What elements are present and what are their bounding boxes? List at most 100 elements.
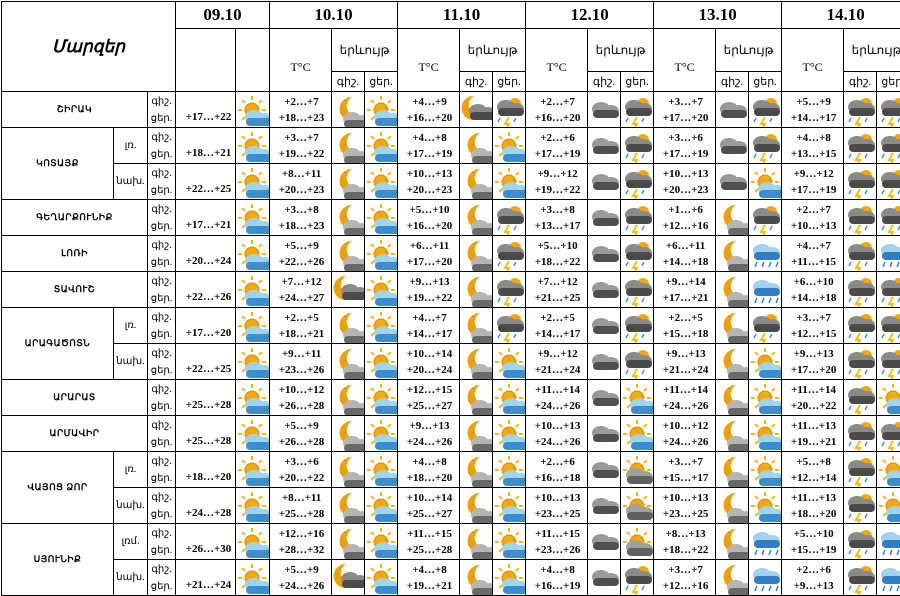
night-temp: +6…+11: [656, 238, 715, 254]
temp-cell: +5…+9+14…+17: [782, 92, 844, 128]
day-weather-cell: [365, 524, 398, 560]
moon-cloud-icon: [332, 201, 364, 235]
day-weather-cell: [877, 452, 900, 488]
night-temp: +6…+10: [784, 274, 843, 290]
sun-cloud-icon: [621, 525, 653, 559]
sun-cloud-icon: [493, 561, 525, 595]
day-weather-cell: [493, 200, 526, 236]
temp-cell: +5…+9+26…+28: [270, 416, 332, 452]
day-weather-cell: [877, 380, 900, 416]
date-header: 09.10: [176, 2, 270, 29]
subregion-label: լռմ.: [114, 524, 148, 560]
night-temp: +3…+7: [656, 454, 715, 470]
temp-cell: +21…+24: [176, 560, 236, 596]
region-name: ՇԻՐԱԿ: [2, 92, 148, 128]
sun-cloud-icon: [236, 129, 269, 163]
day-weather-cell: [493, 128, 526, 164]
temp-cell: +3…+7+19…+22: [270, 128, 332, 164]
day-weather-cell: [493, 236, 526, 272]
thunderstorm-icon: [493, 201, 525, 235]
day-temp: +17…+20: [400, 254, 459, 270]
day-weather-cell: [365, 416, 398, 452]
night-weather-cell: [844, 524, 877, 560]
table-row: նախ.գիշ.ցեր.+22…+25 +9…+11+23…+26 +10…+1…: [2, 344, 900, 380]
weather-icon-cell: [236, 308, 270, 344]
night-temp: +5…+9: [784, 94, 843, 110]
cloudy-icon: [588, 525, 620, 559]
day-temp: +16…+20: [400, 110, 459, 126]
night-header: գիշ.: [716, 72, 749, 92]
moon-cloud-icon: [460, 201, 492, 235]
temp-cell: +5…+8+12…+14: [782, 452, 844, 488]
temp-column-header: T°C: [398, 29, 460, 92]
day-weather-cell: [621, 308, 654, 344]
day-temp: +12…+15: [784, 326, 843, 342]
day-temp: +14…+18: [656, 254, 715, 270]
day-label: ցեր.: [148, 290, 175, 307]
night-weather-cell: [460, 488, 493, 524]
thunderstorm-icon: [877, 93, 900, 127]
moon-cloud-icon: [460, 489, 492, 523]
moon-cloud-icon: [716, 417, 748, 451]
table-row: նախ.գիշ.ցեր.+21…+24 +5…+9+24…+26 +4…+8+1…: [2, 560, 900, 596]
day-temp: +14…+17: [784, 110, 843, 126]
rain-icon: [749, 237, 781, 271]
temp-cell: +6…+11+14…+18: [654, 236, 716, 272]
thunderstorm-icon: [621, 273, 653, 307]
night-weather-cell: [460, 272, 493, 308]
night-weather-cell: [844, 560, 877, 596]
night-temp: +12…+16: [272, 526, 331, 542]
temp-cell: +9…+12+17…+19: [782, 164, 844, 200]
temp-cell: +3…+8+18…+23: [270, 200, 332, 236]
thunderstorm-icon: [493, 273, 525, 307]
thunderstorm-icon: [621, 237, 653, 271]
night-label: գիշ.: [148, 201, 175, 218]
temp-cell: +11…+15+23…+26: [526, 524, 588, 560]
day-temp: +24…+26: [528, 434, 587, 450]
night-weather-cell: [844, 164, 877, 200]
sun-cloud-icon: [236, 237, 269, 271]
night-temp: +9…+12: [784, 166, 843, 182]
day-label: ցեր.: [148, 146, 175, 163]
day-temp: +24…+26: [400, 434, 459, 450]
subregion-label: լռ.: [114, 128, 148, 164]
region-name: ՏԱՎՈՒՇ: [2, 272, 148, 308]
temp-cell: +4…+8+16…+19: [526, 560, 588, 596]
night-temp: +10…+13: [400, 166, 459, 182]
sun-cloud-icon: [877, 381, 900, 415]
day-weather-cell: [621, 200, 654, 236]
temp-cell: +8…+13+18…+22: [654, 524, 716, 560]
time-labels: գիշ.ցեր.: [148, 272, 176, 308]
day-temp: +13…+17: [528, 218, 587, 234]
night-weather-cell: [588, 308, 621, 344]
temp-cell: +3…+7+12…+16: [654, 560, 716, 596]
temp-cell: +11…+13+19…+21: [782, 416, 844, 452]
night-weather-cell: [844, 200, 877, 236]
night-weather-cell: [460, 344, 493, 380]
thunderstorm-icon: [844, 165, 876, 199]
night-temp: +5…+9: [272, 418, 331, 434]
night-temp: +2…+7: [528, 94, 587, 110]
day-header: ցեր.: [365, 72, 398, 92]
thunderstorm-icon: [621, 561, 653, 595]
regions-header: Մարզեր: [2, 2, 176, 92]
time-labels: գիշ.ցեր.: [148, 236, 176, 272]
temp-cell: +10…+13+24…+26: [526, 416, 588, 452]
moon-cloud-icon: [332, 561, 364, 595]
day-temp: +18…+23: [272, 218, 331, 234]
thunderstorm-icon: [877, 345, 900, 379]
thunderstorm-icon: [749, 129, 781, 163]
sun-cloud-icon: [236, 345, 269, 379]
night-weather-cell: [332, 92, 365, 128]
moon-cloud-icon: [460, 237, 492, 271]
day-label: ցեր.: [148, 254, 175, 271]
sun-cloud-icon: [749, 381, 781, 415]
day-weather-cell: [877, 560, 900, 596]
weather-icon-cell: [236, 344, 270, 380]
temp-cell: +11…+13+18…+20: [782, 488, 844, 524]
night-weather-cell: [588, 92, 621, 128]
temp-cell: +8…+11+25…+28: [270, 488, 332, 524]
night-label: գիշ.: [148, 165, 175, 182]
